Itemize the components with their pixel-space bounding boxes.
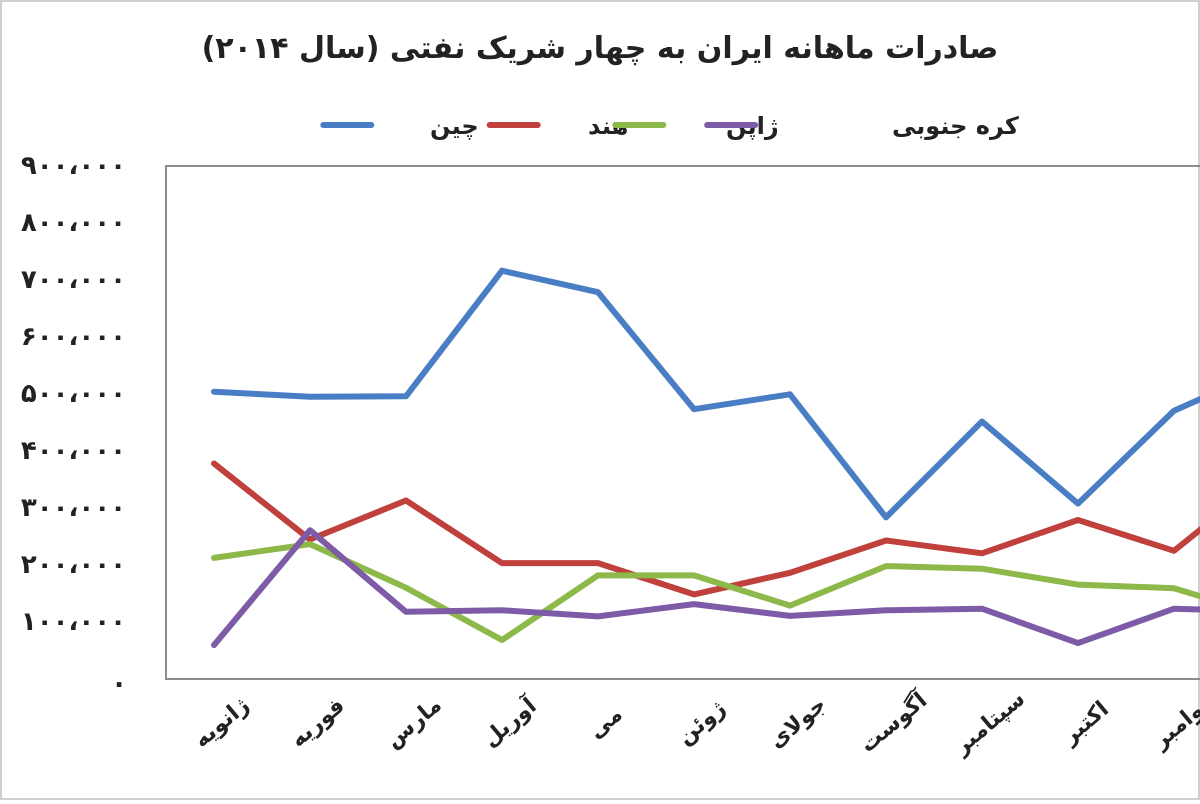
- x-tick-label: نوامبر: [1148, 692, 1200, 754]
- y-tick-label: ۶۰۰،۰۰۰: [21, 322, 126, 352]
- y-tick-label: ۳۰۰،۰۰۰: [21, 493, 126, 523]
- x-tick-label: سپتامبر: [949, 686, 1030, 760]
- x-tick-label: آوریل: [476, 691, 542, 752]
- legend-entry: چین: [320, 112, 479, 140]
- legend-label: کره جنوبی: [892, 112, 1019, 140]
- x-tick-label: اکتبر: [1057, 697, 1114, 750]
- series-line-2: [211, 460, 1200, 598]
- series-line-3: [211, 541, 1200, 643]
- y-axis: . ۱۰۰،۰۰۰ ۲۰۰،۰۰۰ ۳۰۰،۰۰۰ ۴۰۰،۰۰۰ ۵۰۰،۰۰۰ ۶۰۰،…: [21, 151, 126, 694]
- x-tick-label: مارس: [381, 693, 447, 754]
- y-tick-label: ۱۰۰،۰۰۰: [21, 607, 126, 637]
- legend-entry: هند: [486, 112, 628, 140]
- chart-title: صادرات ماهانه ایران به چهار شریک نفتی (س…: [202, 31, 999, 66]
- y-tick-label: ۲۰۰،۰۰۰: [21, 550, 126, 580]
- series-line-4: [211, 527, 1200, 649]
- x-tick-label: آگوست: [854, 685, 933, 758]
- legend: چینهندژاپنکره جنوبی: [320, 112, 1019, 140]
- x-tick-label: جولای: [764, 692, 831, 754]
- x-tick-label: ژوئن: [673, 696, 731, 750]
- plot-area-frame: [165, 165, 1200, 680]
- legend-label: چین: [430, 112, 479, 140]
- series-line-1: [211, 267, 1200, 521]
- x-tick-label: فوریه: [286, 693, 350, 752]
- y-tick-label: ۵۰۰،۰۰۰: [21, 379, 126, 409]
- y-tick-label: ۴۰۰،۰۰۰: [21, 436, 126, 466]
- y-tick-label: ۸۰۰،۰۰۰: [21, 208, 126, 238]
- series-layer: [211, 267, 1200, 649]
- y-tick-label: .: [114, 664, 126, 694]
- y-tick-label: ۹۰۰،۰۰۰: [21, 151, 126, 181]
- x-tick-label: ژانویه: [189, 693, 254, 753]
- x-tick-label: می: [584, 702, 628, 744]
- legend-entry: کره جنوبی: [704, 112, 1019, 140]
- x-axis: ژانویه فوریه مارس آوریل می ژوئن جولای آگوست سپتا…: [189, 685, 1200, 760]
- y-tick-label: ۷۰۰،۰۰۰: [21, 265, 126, 295]
